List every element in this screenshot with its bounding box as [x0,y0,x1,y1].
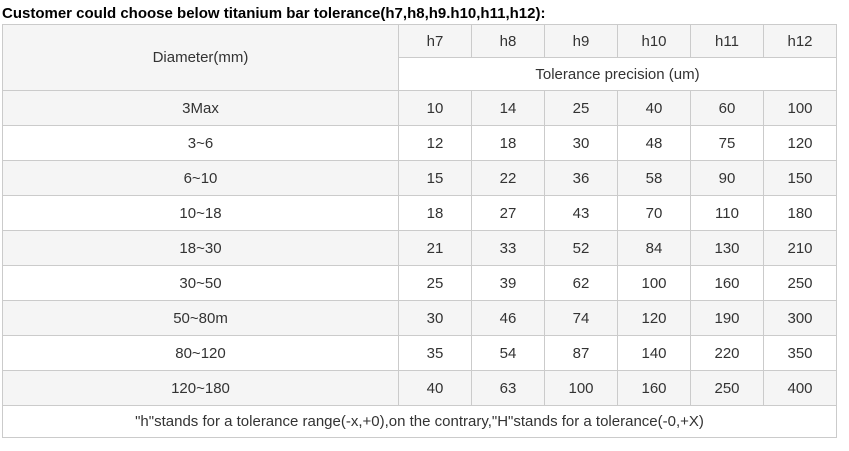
value-cell: 21 [398,230,472,266]
value-cell: 35 [398,335,472,371]
diameter-cell: 80~120 [2,335,399,371]
value-cell: 58 [617,160,691,196]
value-cell: 100 [763,90,837,126]
value-cell: 220 [690,335,764,371]
value-cell: 210 [763,230,837,266]
value-cell: 90 [690,160,764,196]
table-row: 50~80m 30 46 74 120 190 300 [2,300,837,336]
value-cell: 30 [544,125,618,161]
table-row: 120~180 40 63 100 160 250 400 [2,370,837,406]
diameter-cell: 30~50 [2,265,399,301]
table-row: 18~30 21 33 52 84 130 210 [2,230,837,266]
value-cell: 40 [398,370,472,406]
value-cell: 74 [544,300,618,336]
diameter-column-header: Diameter(mm) [2,24,399,91]
value-cell: 15 [398,160,472,196]
column-header-h9: h9 [544,24,618,58]
column-header-h10: h10 [617,24,691,58]
value-cell: 120 [617,300,691,336]
column-header-h7: h7 [398,24,472,58]
value-cell: 25 [398,265,472,301]
value-cell: 75 [690,125,764,161]
value-cell: 25 [544,90,618,126]
table-body: 3Max 10 14 25 40 60 100 3~6 12 18 30 48 … [2,90,837,406]
value-cell: 130 [690,230,764,266]
value-cell: 400 [763,370,837,406]
value-cell: 12 [398,125,472,161]
column-header-h12: h12 [763,24,837,58]
value-cell: 190 [690,300,764,336]
table-row: 6~10 15 22 36 58 90 150 [2,160,837,196]
table-header: Diameter(mm) h7 h8 h9 h10 h11 h12 Tolera… [2,24,837,91]
value-cell: 63 [471,370,545,406]
value-cell: 120 [763,125,837,161]
value-cell: 52 [544,230,618,266]
value-cell: 110 [690,195,764,231]
value-cell: 84 [617,230,691,266]
table-row: 80~120 35 54 87 140 220 350 [2,335,837,371]
table-row: 10~18 18 27 43 70 110 180 [2,195,837,231]
diameter-cell: 120~180 [2,370,399,406]
value-cell: 150 [763,160,837,196]
column-header-h11: h11 [690,24,764,58]
table-row: 30~50 25 39 62 100 160 250 [2,265,837,301]
value-cell: 43 [544,195,618,231]
value-cell: 140 [617,335,691,371]
value-cell: 70 [617,195,691,231]
table-row: 3~6 12 18 30 48 75 120 [2,125,837,161]
diameter-cell: 18~30 [2,230,399,266]
value-cell: 30 [398,300,472,336]
value-cell: 33 [471,230,545,266]
footnote-row: "h"stands for a tolerance range(-x,+0),o… [2,405,837,438]
value-cell: 22 [471,160,545,196]
column-header-h8: h8 [471,24,545,58]
value-cell: 100 [617,265,691,301]
value-cell: 160 [617,370,691,406]
table-footer: "h"stands for a tolerance range(-x,+0),o… [2,405,837,438]
value-cell: 250 [763,265,837,301]
value-cell: 54 [471,335,545,371]
value-cell: 14 [471,90,545,126]
value-cell: 160 [690,265,764,301]
diameter-cell: 6~10 [2,160,399,196]
value-cell: 48 [617,125,691,161]
value-cell: 180 [763,195,837,231]
value-cell: 100 [544,370,618,406]
value-cell: 10 [398,90,472,126]
value-cell: 350 [763,335,837,371]
value-cell: 300 [763,300,837,336]
value-cell: 60 [690,90,764,126]
value-cell: 87 [544,335,618,371]
value-cell: 46 [471,300,545,336]
diameter-cell: 3Max [2,90,399,126]
tolerance-table: Diameter(mm) h7 h8 h9 h10 h11 h12 Tolera… [2,24,837,438]
table-row: 3Max 10 14 25 40 60 100 [2,90,837,126]
value-cell: 39 [471,265,545,301]
value-cell: 250 [690,370,764,406]
diameter-cell: 50~80m [2,300,399,336]
value-cell: 18 [471,125,545,161]
tolerance-subheader: Tolerance precision (um) [398,57,837,91]
value-cell: 62 [544,265,618,301]
diameter-cell: 10~18 [2,195,399,231]
header-row: Diameter(mm) h7 h8 h9 h10 h11 h12 [2,24,837,91]
value-cell: 40 [617,90,691,126]
value-cell: 18 [398,195,472,231]
table-footnote: "h"stands for a tolerance range(-x,+0),o… [2,405,837,438]
value-cell: 36 [544,160,618,196]
value-cell: 27 [471,195,545,231]
page-title: Customer could choose below titanium bar… [2,5,546,22]
diameter-cell: 3~6 [2,125,399,161]
